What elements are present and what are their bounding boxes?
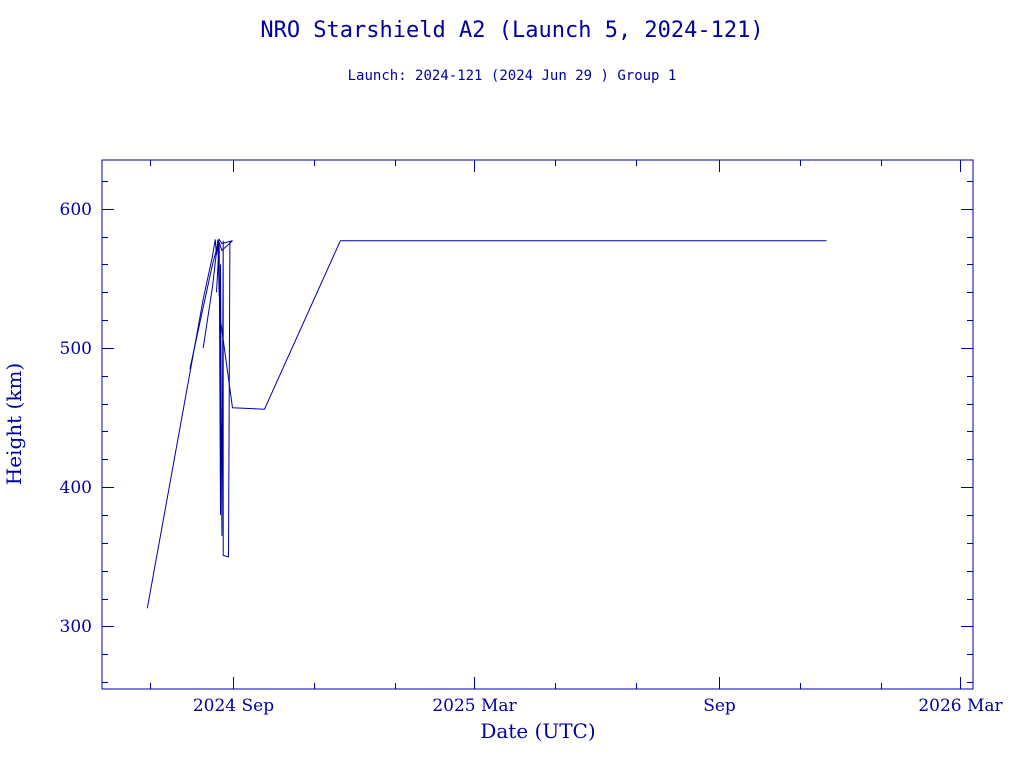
x-tick-label: 2025 Mar bbox=[432, 696, 517, 716]
x-axis-label: Date (UTC) bbox=[480, 719, 595, 743]
y-ticks: 300 400 500 600 bbox=[60, 181, 973, 683]
y-tick-label: 600 bbox=[60, 200, 92, 220]
chart-subtitle: Launch: 2024-121 (2024 Jun 29 ) Group 1 bbox=[348, 68, 677, 84]
y-axis-label: Height (km) bbox=[2, 363, 26, 485]
x-ticks: 2024 Sep 2025 Mar Sep 2026 Mar bbox=[150, 160, 1004, 716]
series-group bbox=[146, 238, 827, 609]
y-tick-label: 400 bbox=[60, 478, 92, 498]
series-line bbox=[216, 240, 233, 293]
y-tick-label: 500 bbox=[60, 339, 92, 359]
x-tick-label: Sep bbox=[703, 696, 736, 716]
plot-frame bbox=[101, 159, 974, 690]
series-line bbox=[202, 239, 827, 410]
series-line bbox=[189, 238, 233, 369]
y-tick-label: 300 bbox=[60, 617, 92, 637]
chart-title: NRO Starshield A2 (Launch 5, 2024-121) bbox=[260, 18, 763, 43]
x-tick-label: 2024 Sep bbox=[193, 696, 274, 716]
x-tick-label: 2026 Mar bbox=[918, 696, 1003, 716]
